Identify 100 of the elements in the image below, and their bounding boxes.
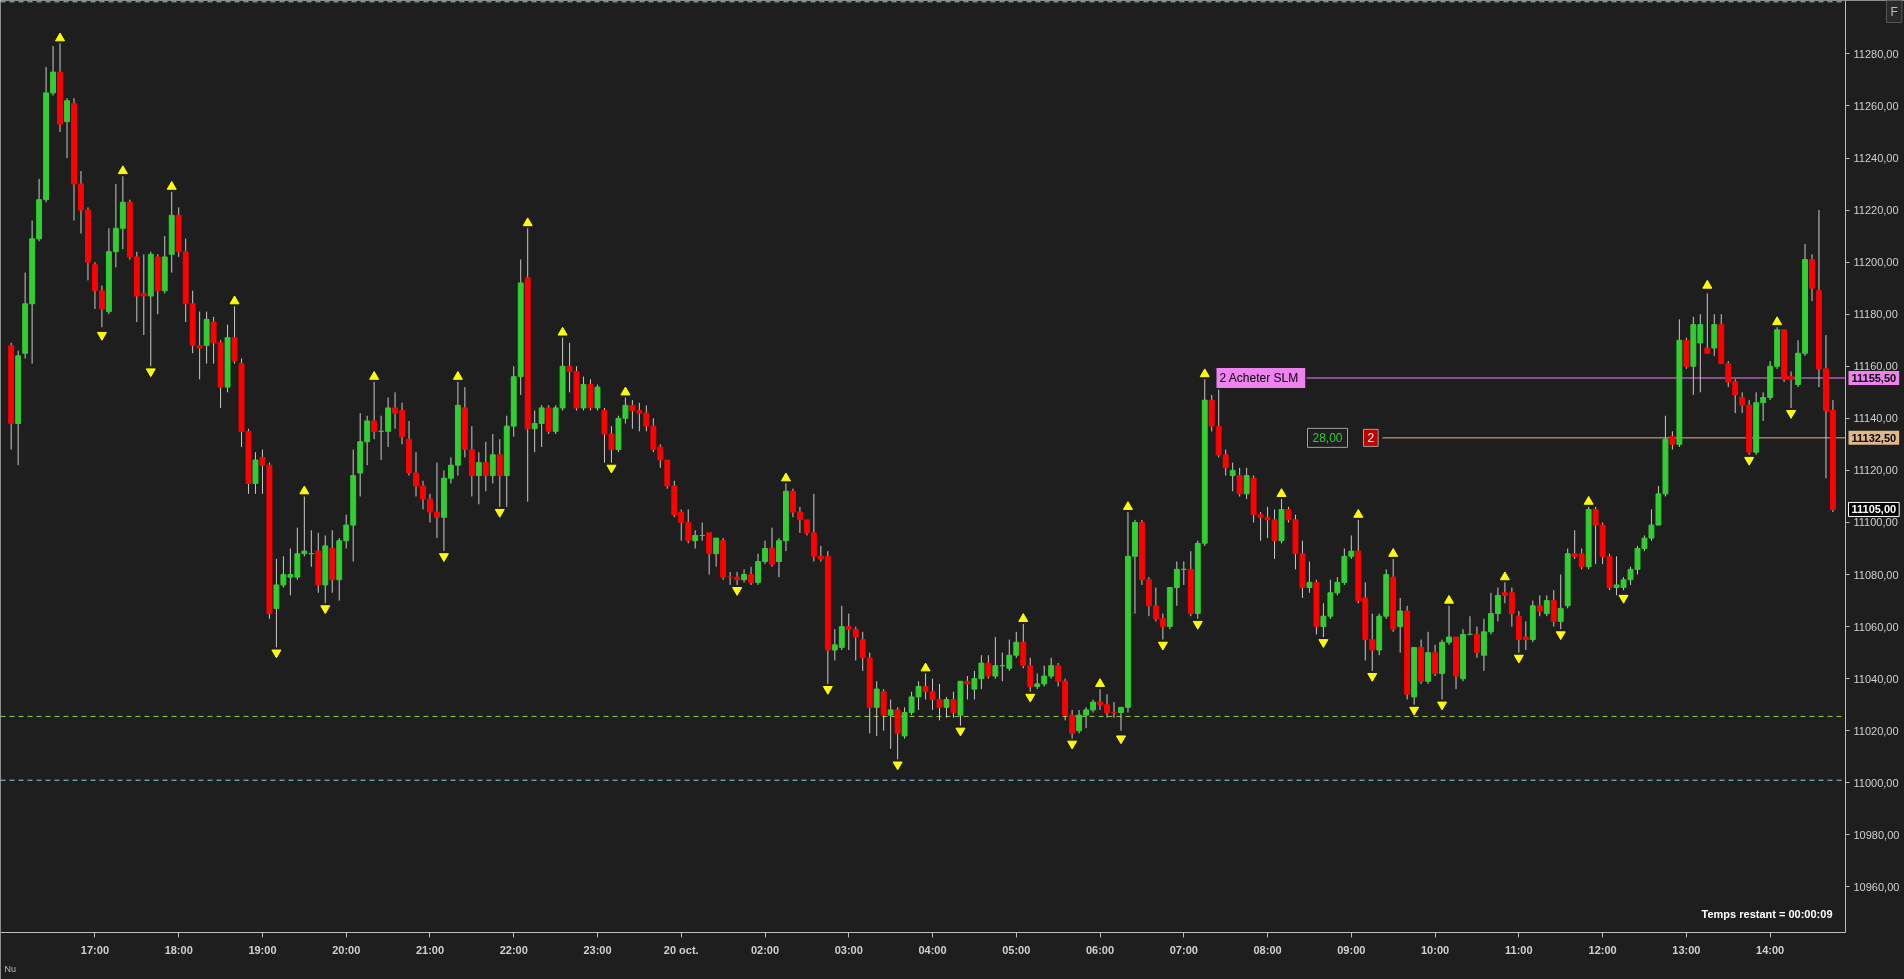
candlestick <box>496 438 503 508</box>
candlestick <box>545 404 552 435</box>
candlestick <box>992 636 999 680</box>
candlestick <box>873 680 880 737</box>
x-tick-label: 09:00 <box>1337 943 1366 956</box>
point <box>369 370 380 380</box>
point <box>1618 594 1629 604</box>
point <box>1786 410 1797 419</box>
candlestick <box>1536 594 1543 617</box>
text: F <box>1890 4 1898 19</box>
candlestick <box>1550 589 1557 628</box>
ref-line-label: 11155,50 <box>1851 371 1897 384</box>
candlestick <box>741 568 748 583</box>
point <box>620 386 631 396</box>
candlestick <box>1397 597 1404 654</box>
candlestick <box>692 529 699 550</box>
x-tick-label: 08:00 <box>1253 943 1282 956</box>
point <box>452 370 463 380</box>
point <box>557 326 568 336</box>
candlestick <box>985 654 992 680</box>
candlestick <box>1432 644 1439 677</box>
x-tick-label: 10:00 <box>1421 943 1450 956</box>
candlestick <box>482 441 489 492</box>
point <box>1772 316 1783 326</box>
x-tick-label: 12:00 <box>1588 943 1617 956</box>
point <box>271 649 282 659</box>
point <box>955 727 966 737</box>
point <box>1353 508 1364 518</box>
point <box>320 605 331 615</box>
candlestick <box>880 688 887 732</box>
point <box>1702 279 1713 289</box>
point <box>822 685 833 695</box>
candlestick <box>1306 561 1313 594</box>
candlestick <box>231 305 238 365</box>
x-tick-label: 04:00 <box>918 943 947 956</box>
text: Nu <box>4 963 17 974</box>
x-tick-label: 07:00 <box>1169 943 1198 956</box>
point <box>732 587 743 596</box>
candlestick <box>64 97 70 159</box>
y-tick-label: 11120,00 <box>1853 464 1898 477</box>
candlestick <box>475 451 482 505</box>
x-tick-label: 20 oct. <box>663 943 699 956</box>
candlestick <box>1474 626 1480 659</box>
candlestick <box>1320 602 1327 638</box>
point <box>55 32 66 42</box>
y-tick-label: 11100,00 <box>1853 516 1898 529</box>
y-tick-label: 11260,00 <box>1853 99 1899 112</box>
point <box>438 553 449 563</box>
x-tick-label: 17:00 <box>80 943 110 956</box>
x-tick-label: 20:00 <box>332 943 361 956</box>
candlestick <box>1236 467 1243 497</box>
x-tick-label: 06:00 <box>1085 943 1115 956</box>
candlestick <box>489 433 496 484</box>
point <box>299 485 310 495</box>
point <box>1555 631 1566 641</box>
x-tick-label: 03:00 <box>834 943 863 956</box>
y-tick-label: 11040,00 <box>1853 672 1899 685</box>
point <box>1367 672 1378 682</box>
candlestick <box>1229 462 1236 492</box>
x-tick-label: 14:00 <box>1756 943 1785 956</box>
candlestick <box>252 451 259 495</box>
ref-line-label: 11132,50 <box>1851 431 1897 444</box>
x-tick-label: 21:00 <box>415 943 445 956</box>
candlestick <box>580 376 587 412</box>
candlestick <box>587 378 594 412</box>
x-tick-label: 18:00 <box>164 943 193 956</box>
candlestick <box>594 383 601 412</box>
point <box>606 464 617 474</box>
point <box>494 508 505 518</box>
x-tick-label: 13:00 <box>1672 943 1701 956</box>
y-tick-label: 10980,00 <box>1853 828 1900 841</box>
y-tick-label: 11020,00 <box>1853 724 1899 737</box>
candlestick <box>769 527 775 568</box>
annotation: 2 Acheter SLM <box>1219 370 1299 385</box>
candlestick <box>713 537 720 568</box>
point <box>117 165 128 175</box>
candlestick <box>1711 313 1718 357</box>
point <box>1318 639 1329 648</box>
annotation: 28,00 <box>1312 431 1343 446</box>
point <box>1018 613 1029 622</box>
candlestick <box>1669 430 1676 451</box>
point <box>1025 693 1036 703</box>
point <box>229 295 240 305</box>
candlestick <box>887 699 894 750</box>
point <box>1388 548 1399 557</box>
point <box>1276 488 1287 497</box>
y-tick-label: 11160,00 <box>1853 360 1898 373</box>
candlestick <box>950 691 957 719</box>
y-tick-label: 11180,00 <box>1853 308 1898 321</box>
y-tick-label: 11140,00 <box>1853 412 1898 425</box>
candlestick <box>894 706 901 760</box>
text: 11105,00 <box>1851 503 1897 516</box>
point <box>1437 701 1448 711</box>
candlestick <box>964 675 971 700</box>
candlestick <box>706 532 713 576</box>
point <box>1499 571 1510 581</box>
point <box>96 331 107 341</box>
x-tick-label: 23:00 <box>583 943 612 956</box>
x-tick-label: 02:00 <box>750 943 780 956</box>
x-tick-label: 05:00 <box>1002 943 1031 956</box>
